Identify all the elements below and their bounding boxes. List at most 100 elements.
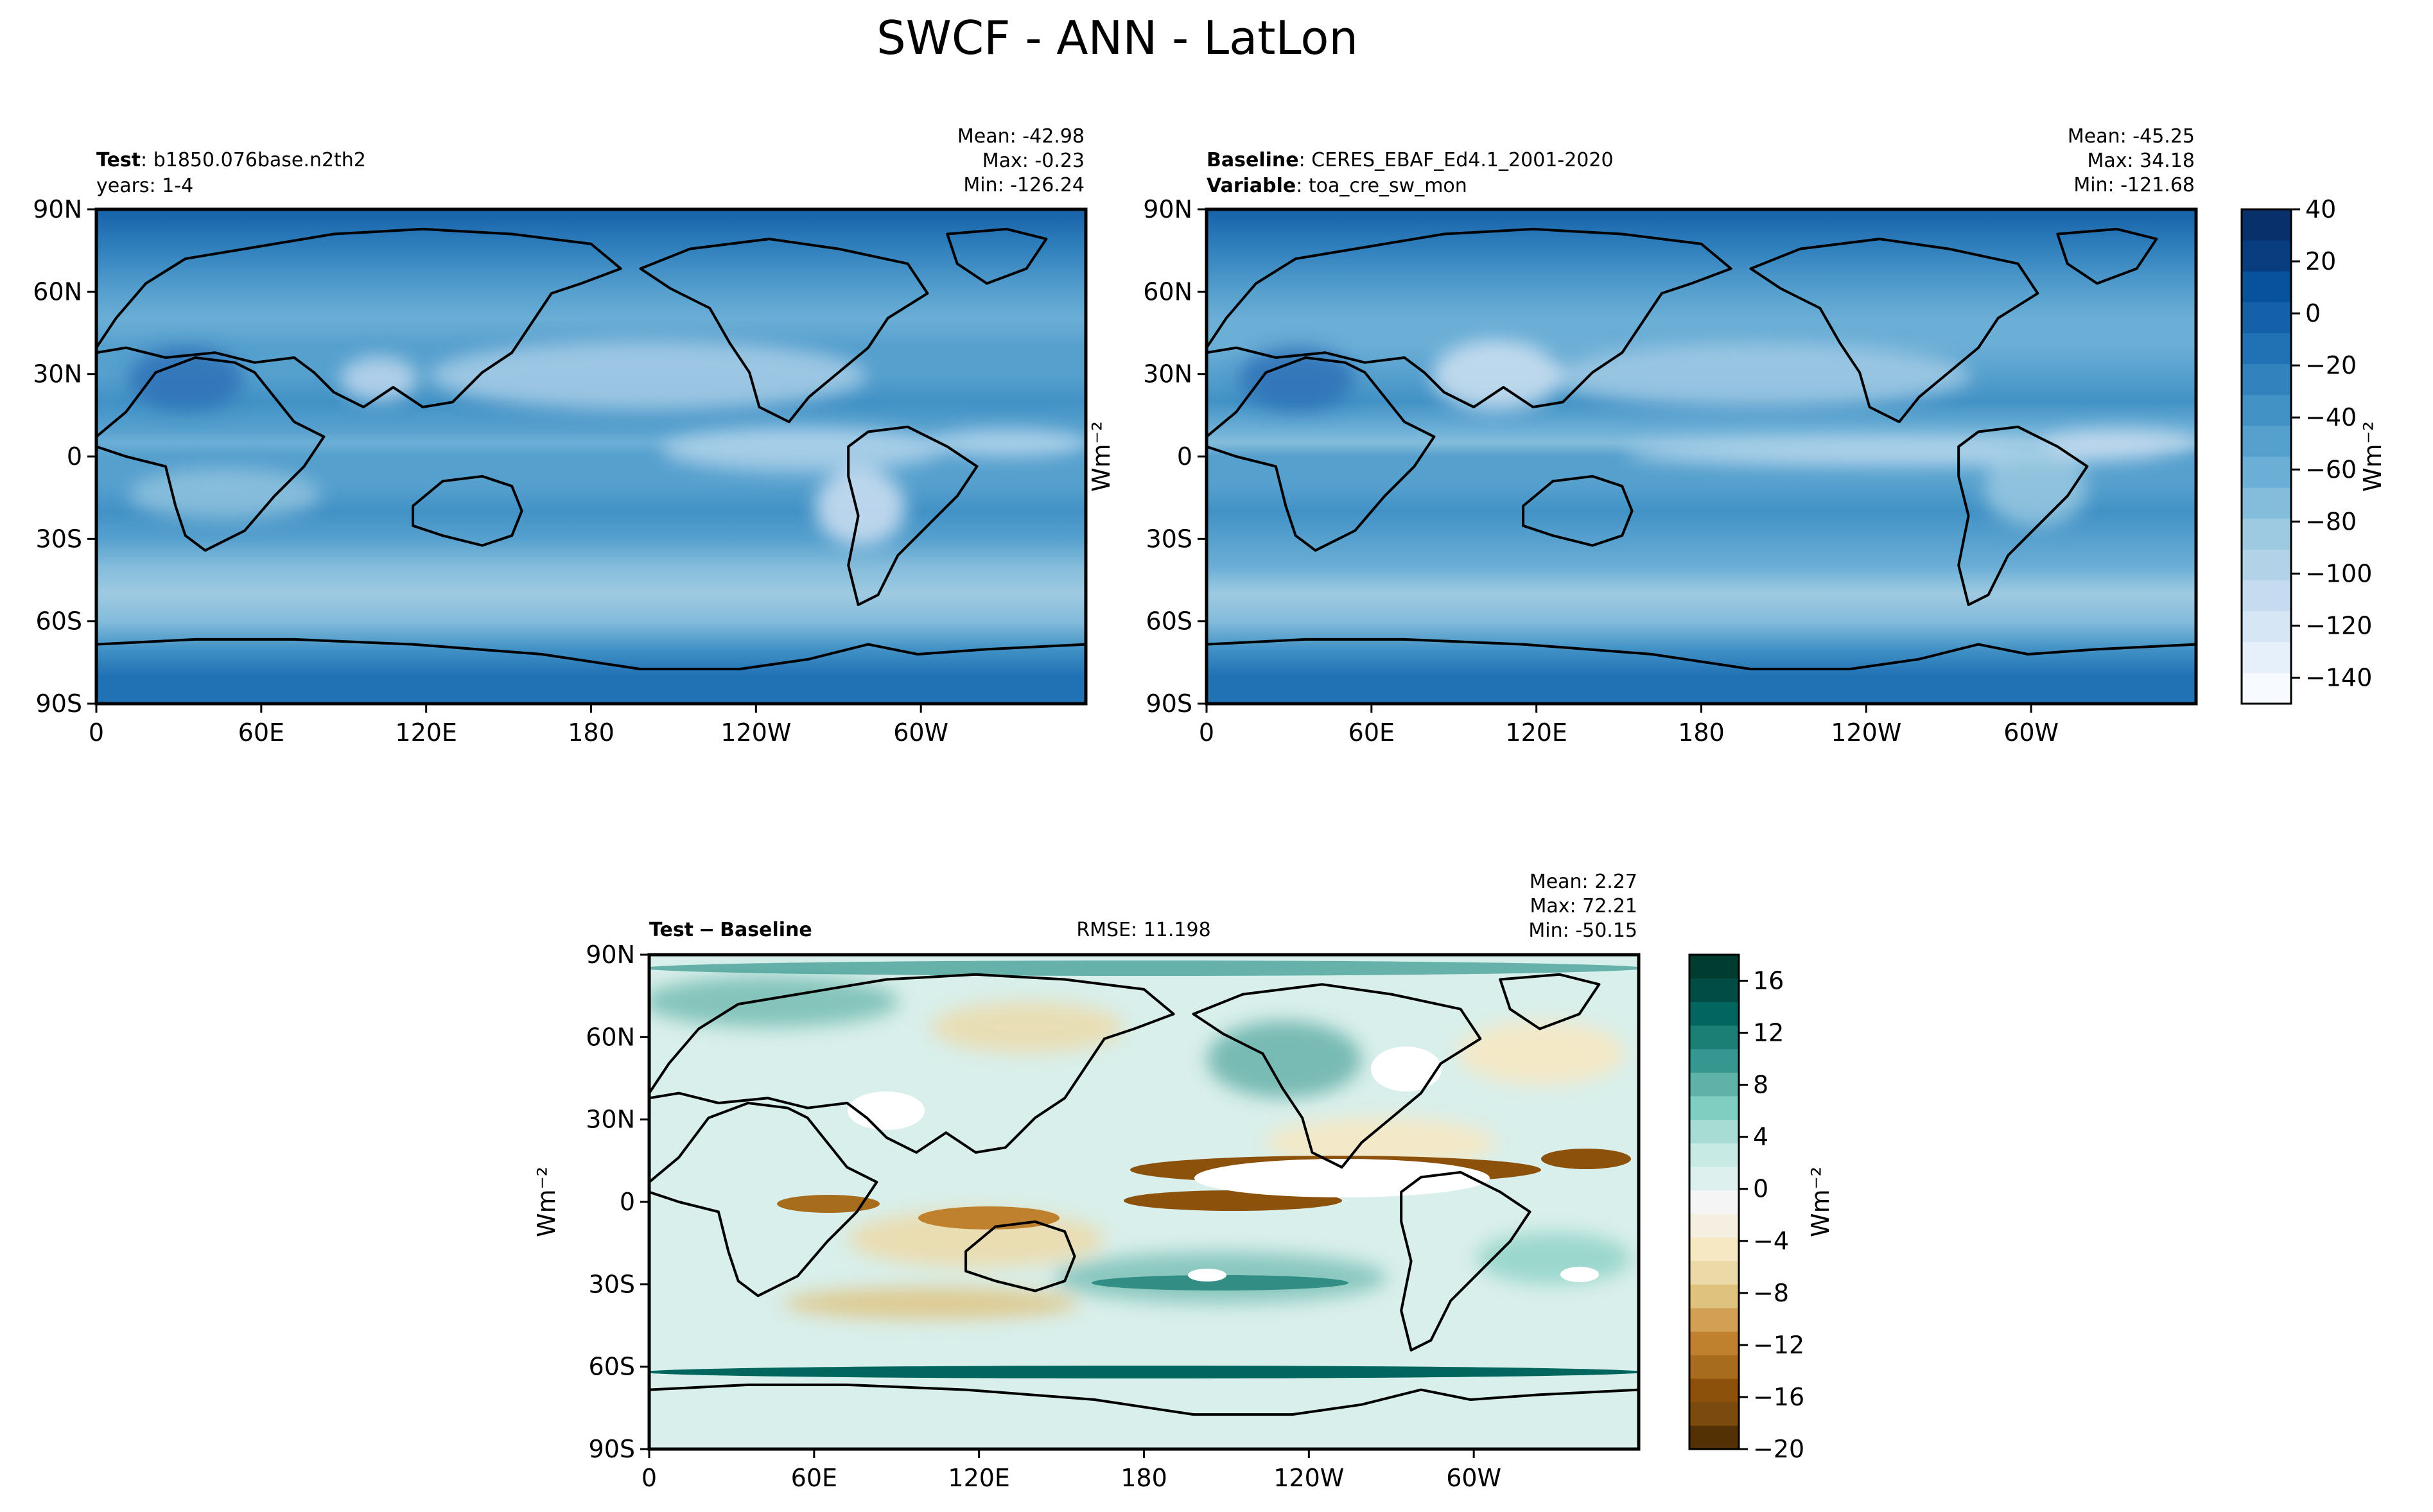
test-name-colon: : (141, 149, 153, 171)
diff-min: Min: -50.15 (1528, 919, 1637, 942)
colorbar-tick-label: −4 (1753, 1227, 1789, 1255)
figure-title: SWCF - ANN - LatLon (876, 11, 1358, 65)
x-tick-label: 60E (238, 718, 284, 747)
colorbar-swatch (2242, 302, 2291, 333)
y-tick-label: 90S (1146, 690, 1192, 718)
colorbar-swatch (1689, 1378, 1739, 1403)
diff-blob-n-pac (1207, 1021, 1361, 1098)
colorbar-swatch (1689, 1167, 1739, 1191)
colorbar-tick-label: −40 (2305, 403, 2357, 431)
colorbar-swatch (1689, 1284, 1739, 1308)
coastline (649, 973, 1175, 1154)
colorbar-tick-label: −120 (2305, 611, 2372, 639)
test-years: years: 1-4 (96, 175, 193, 197)
coastline (1207, 227, 1732, 408)
test-blob-atl-itcz (931, 429, 1085, 457)
colorbar-tick-label: −20 (2305, 351, 2357, 379)
diff-green-60s (649, 1366, 1639, 1378)
coastline (946, 227, 1048, 285)
y-tick-label: 30S (589, 1270, 635, 1298)
y-tick-label: 30S (1146, 525, 1192, 553)
x-tick-label: 60E (1348, 718, 1395, 747)
colorbar-tick-label: 0 (1753, 1175, 1768, 1203)
coastline (649, 1102, 878, 1298)
colorbar-swatch (2242, 611, 2291, 643)
test-name-value: b1850.076base.n2th2 (153, 149, 366, 171)
x-tick-label: 120E (948, 1464, 1010, 1492)
colorbar-swatch (2242, 487, 2291, 519)
baseline-name-colon: : (1299, 149, 1312, 171)
y-tick-label: 60N (586, 1023, 635, 1051)
colorbar-tick-label: 4 (1753, 1123, 1768, 1151)
colorbar-swatch (1689, 1190, 1739, 1214)
x-tick-label: 120E (1505, 718, 1567, 747)
baseline-var-value: toa_cre_sw_mon (1309, 175, 1467, 197)
colorbar-swatch (2242, 240, 2291, 272)
baseline-var-colon: : (1296, 175, 1309, 197)
y-tick-label: 0 (620, 1188, 635, 1216)
diff-itcz-white-pac (1194, 1159, 1490, 1197)
x-tick-label: 120W (720, 718, 791, 747)
diff-name-baseline: Baseline (720, 919, 812, 941)
colorbar-tick-label: −140 (2305, 663, 2372, 691)
colorbar-swatch (1689, 1425, 1739, 1450)
colorbar-swatch (1689, 1308, 1739, 1332)
x-tick-label: 60W (2003, 718, 2059, 747)
test-map-blobs (128, 340, 1085, 546)
colorbar-tick-label: 16 (1753, 967, 1784, 995)
colorbar-swatch (1689, 1143, 1739, 1167)
y-tick-label: 60S (36, 607, 82, 636)
colorbar-tick-label: −8 (1753, 1279, 1789, 1307)
diff-name-test: Test (649, 919, 693, 941)
colorbar-tick-label: 20 (2305, 247, 2336, 275)
y-tick-label: 90S (36, 690, 82, 718)
y-tick-label: 30N (1143, 360, 1192, 388)
colorbar-swatch (1689, 1002, 1739, 1026)
y-tick-label: 60S (589, 1353, 635, 1381)
coastline (2056, 227, 2158, 285)
test-panel: Test: b1850.076base.n2th2 years: 1-4 Mea… (33, 125, 1088, 747)
y-tick-label: 90N (586, 941, 635, 969)
colorbar-swatch (2242, 209, 2291, 241)
coastline (639, 238, 929, 424)
diff-axis: 0 60E 120E 180 120W 60W 90N 60N 30N 0 30S 60S 90S (586, 941, 1501, 1492)
diff-maritime-brown (918, 1206, 1060, 1230)
diff-band-n60-green (649, 960, 1639, 976)
colorbar-tick-label: −16 (1753, 1383, 1804, 1411)
colorbar-swatch (1689, 1048, 1739, 1073)
diff-white-spac (1188, 1269, 1226, 1282)
baseline-axis: 0 60E 120E 180 120W 60W 90N 60N 30N 0 30S 60S 90S (1143, 195, 2059, 747)
coastline (649, 1383, 1639, 1449)
diff-rmse: RMSE: 11.198 (1076, 919, 1210, 941)
coastline (1499, 973, 1601, 1030)
colorbar-tick-label: 0 (2305, 299, 2321, 327)
baseline-blob-tibet (1432, 340, 1560, 411)
x-tick-label: 120W (1273, 1464, 1344, 1492)
colorbar-swatch (2242, 271, 2291, 302)
test-axis: 0 60E 120E 180 120W 60W 90N 60N 30N 0 30S 60S 90S (33, 195, 948, 747)
coastline (1400, 1170, 1531, 1351)
colorbar-label: Wm⁻² (1806, 1167, 1835, 1237)
coastline (96, 227, 622, 408)
x-tick-label: 0 (1199, 718, 1214, 747)
diff-indian-brown (777, 1195, 880, 1213)
colorbar-swatch (2242, 580, 2291, 612)
coastline (96, 638, 1086, 704)
colorbar-swatch (1689, 1331, 1739, 1355)
diff-blob-so-brown (783, 1287, 1079, 1319)
test-mean: Mean: -42.98 (957, 125, 1085, 148)
y-tick-label: 30N (586, 1106, 635, 1134)
test-max: Max: -0.23 (982, 150, 1085, 172)
test-blob-satl (128, 469, 321, 520)
colorbar-swatch (2242, 333, 2291, 365)
y-tick-label: 60S (1146, 607, 1192, 636)
main-ylabel: Wm⁻² (1087, 421, 1115, 492)
test-min: Min: -126.24 (963, 174, 1085, 196)
colorbar-tick-label: −60 (2305, 455, 2357, 483)
diff-white-nam (1371, 1047, 1442, 1091)
coastline (412, 474, 523, 547)
coastline (847, 425, 979, 606)
y-tick-label: 30N (33, 360, 82, 388)
y-tick-label: 0 (1177, 442, 1192, 471)
colorbar-swatch (1689, 1096, 1739, 1120)
